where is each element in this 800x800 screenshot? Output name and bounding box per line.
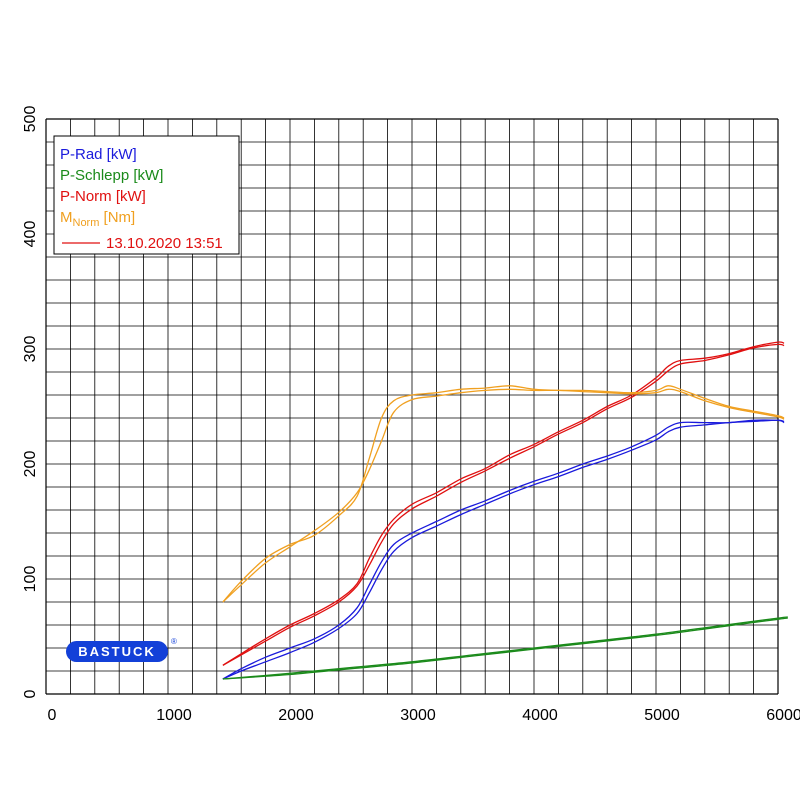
y-tick-label: 500 xyxy=(22,106,39,133)
y-tick-label: 400 xyxy=(22,221,39,248)
x-tick-label: 2000 xyxy=(278,707,314,724)
y-tick-label: 0 xyxy=(22,689,39,698)
legend-entry-p-schlepp: P-Schlepp [kW] xyxy=(60,167,163,184)
legend-m-main: M xyxy=(60,209,73,226)
x-axis-tick-labels: 0 1000 2000 3000 4000 5000 6000 xyxy=(48,707,800,724)
x-tick-label: 1000 xyxy=(156,707,192,724)
legend-entry-m-norm: MNorm [Nm] xyxy=(60,209,135,229)
y-axis-tick-labels: 0 100 200 300 400 500 xyxy=(22,106,39,699)
x-tick-label: 0 xyxy=(48,707,57,724)
x-tick-label: 3000 xyxy=(400,707,436,724)
legend-entry-p-rad: P-Rad [kW] xyxy=(60,146,137,163)
series-p-rad-line xyxy=(222,419,785,680)
legend-m-sub: Norm xyxy=(73,217,100,229)
legend: P-Rad [kW] P-Schlepp [kW] P-Norm [kW] MN… xyxy=(53,135,240,255)
logo-text: BASTUCK xyxy=(78,644,156,659)
y-tick-label: 100 xyxy=(22,566,39,593)
x-tick-label: 6000 xyxy=(766,707,800,724)
series-p-norm-line xyxy=(222,341,785,666)
series-m-norm-line-run2 xyxy=(222,388,785,603)
series-p-schlepp-line-run2 xyxy=(222,617,788,680)
y-tick-label: 300 xyxy=(22,336,39,363)
logo-pill xyxy=(66,641,168,662)
legend-entry-p-norm: P-Norm [kW] xyxy=(60,188,146,205)
bastuck-logo: BASTUCK ® xyxy=(66,637,177,662)
x-tick-label: 5000 xyxy=(644,707,680,724)
series-p-rad-line-run2 xyxy=(222,419,785,680)
series-m-norm-line xyxy=(222,385,785,603)
legend-run-date: 13.10.2020 13:51 xyxy=(106,235,223,252)
series-p-schlepp-line xyxy=(222,616,788,680)
x-tick-label: 4000 xyxy=(522,707,558,724)
y-tick-label: 200 xyxy=(22,451,39,478)
series-p-norm-line-run2 xyxy=(222,343,785,666)
legend-m-rest: [Nm] xyxy=(99,209,135,226)
logo-registered-mark: ® xyxy=(171,637,177,646)
legend-box xyxy=(53,135,240,255)
series-lines xyxy=(222,341,788,680)
